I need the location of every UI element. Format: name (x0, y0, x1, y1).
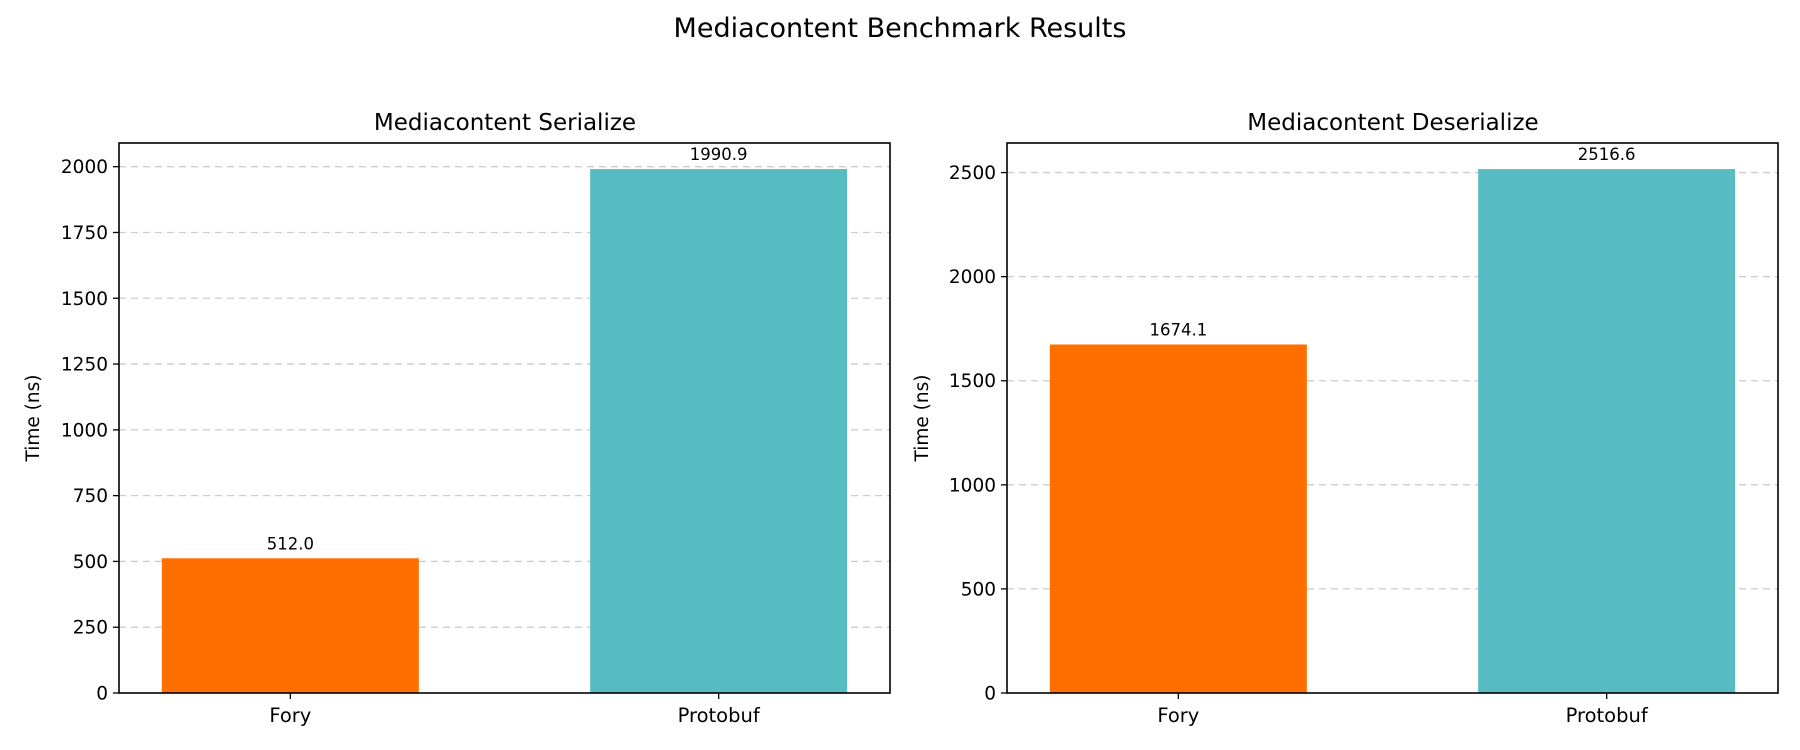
serialize-x-axis: Fory Protobuf (269, 693, 761, 727)
serialize-value-label-fory: 512.0 (267, 534, 314, 553)
serialize-y-tick-label: 1000 (61, 420, 108, 441)
deserialize-y-tick-label: 0 (984, 684, 996, 705)
serialize-x-tick-label-protobuf: Protobuf (678, 704, 761, 727)
deserialize-y-axis: 0 500 1000 1500 2000 2500 (949, 163, 1007, 705)
serialize-y-tick-label: 1500 (61, 289, 108, 310)
deserialize-x-axis: Fory Protobuf (1157, 693, 1649, 727)
serialize-y-tick-label: 250 (73, 618, 108, 639)
serialize-value-label-protobuf: 1990.9 (690, 145, 748, 164)
serialize-y-tick-label: 1750 (61, 223, 108, 244)
deserialize-x-tick-label-protobuf: Protobuf (1566, 704, 1649, 727)
deserialize-plot-frame (1006, 142, 1779, 694)
deserialize-bar-fory (1049, 344, 1307, 693)
serialize-value-labels: 512.0 1990.9 (267, 145, 748, 553)
deserialize-chart-title: Mediacontent Deserialize (1247, 110, 1538, 136)
serialize-y-tick-label: 0 (96, 684, 108, 705)
serialize-bar-fory (161, 558, 419, 693)
serialize-y-axis-label: Time (ns) (23, 375, 44, 463)
deserialize-y-tick-label: 500 (961, 579, 996, 600)
deserialize-y-axis-label: Time (ns) (912, 375, 933, 463)
serialize-x-tick-label-fory: Fory (269, 704, 311, 727)
serialize-y-tick-label: 500 (73, 552, 108, 573)
deserialize-bars (1049, 169, 1736, 693)
serialize-plot-frame (118, 142, 891, 694)
deserialize-chart: Mediacontent Deserialize 0 500 1000 1500 200… (912, 110, 1779, 727)
deserialize-x-tick-label-fory: Fory (1157, 704, 1199, 727)
serialize-y-axis: 0 250 500 750 1000 1250 1500 1750 2000 (61, 157, 119, 705)
serialize-chart: Mediacontent Serialize 0 250 500 750 1000 125… (23, 110, 891, 727)
serialize-chart-title: Mediacontent Serialize (374, 110, 636, 136)
serialize-bar-protobuf (590, 169, 848, 693)
serialize-y-tick-label: 1250 (61, 355, 108, 376)
deserialize-value-label-protobuf: 2516.6 (1578, 145, 1636, 164)
serialize-bars (161, 169, 848, 693)
deserialize-y-tick-label: 1000 (949, 475, 996, 496)
deserialize-bar-protobuf (1478, 169, 1736, 693)
deserialize-value-labels: 1674.1 2516.6 (1149, 145, 1635, 339)
figure-title: Mediacontent Benchmark Results (674, 13, 1127, 44)
serialize-y-tick-label: 750 (73, 486, 108, 507)
deserialize-y-tick-label: 1500 (949, 371, 996, 392)
deserialize-y-tick-label: 2000 (949, 267, 996, 288)
deserialize-value-label-fory: 1674.1 (1149, 320, 1207, 339)
deserialize-y-tick-label: 2500 (949, 163, 996, 184)
serialize-y-tick-label: 2000 (61, 157, 108, 178)
